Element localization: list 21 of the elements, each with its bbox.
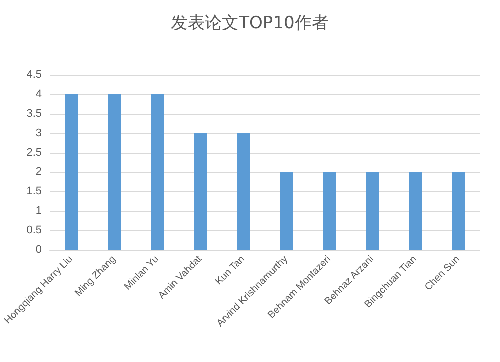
y-tick-label: 2 (36, 166, 42, 178)
y-tick-label: 1.5 (26, 186, 42, 198)
y-tick-label: 0 (36, 244, 42, 256)
chart-title: 发表论文TOP10作者 (171, 14, 329, 34)
y-tick-label: 4.5 (26, 69, 42, 81)
bar (108, 94, 121, 250)
bar (280, 172, 293, 250)
bar (237, 133, 250, 250)
bar (151, 94, 164, 250)
y-tick-label: 2.5 (26, 146, 42, 159)
bar (65, 94, 78, 250)
y-tick-label: 4 (36, 88, 42, 100)
y-tick-label: 0.5 (26, 224, 42, 237)
y-tick-label: 3.5 (26, 108, 42, 120)
bar (194, 133, 207, 250)
y-tick-label: 1 (36, 205, 42, 218)
bar (452, 172, 465, 250)
bar (366, 172, 379, 250)
bar (323, 172, 336, 250)
y-tick-label: 3 (36, 127, 42, 140)
bar (409, 172, 422, 250)
